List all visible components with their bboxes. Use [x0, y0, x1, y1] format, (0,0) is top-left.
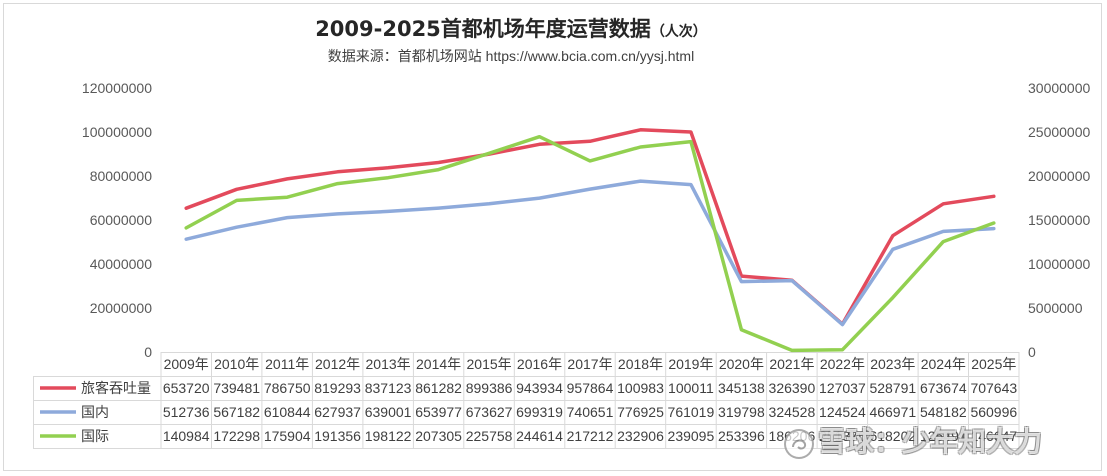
y-right-tick-label: 10000000 [1028, 256, 1091, 272]
table-cell: 324528 [769, 404, 816, 420]
table-cell: 673674 [920, 380, 967, 396]
table-cell: 253396 [718, 428, 765, 444]
table-cell: 244614 [516, 428, 563, 444]
table-cell: 761019 [668, 404, 715, 420]
x-category-label: 2013年 [366, 356, 411, 372]
table-cell: 225758 [466, 428, 513, 444]
table-cell: 653977 [415, 404, 462, 420]
y-left-tick-label: 20000000 [90, 300, 153, 316]
legend-label: 旅客吞吐量 [81, 380, 151, 397]
x-category-label: 2023年 [870, 356, 915, 372]
chart-frame [3, 3, 1102, 471]
table-cell: 739481 [213, 380, 260, 396]
table-cell: 957864 [567, 380, 614, 396]
x-category-label: 2017年 [567, 356, 612, 372]
x-category-label: 2025年 [971, 356, 1016, 372]
y-left-tick-label: 60000000 [90, 212, 153, 228]
chart-title-text: 2009-2025首都机场年度运营数据 [315, 17, 651, 41]
chart-title: 2009-2025首都机场年度运营数据（人次） [0, 15, 1022, 46]
table-cell: 740651 [567, 404, 614, 420]
x-category-label: 2018年 [618, 356, 663, 372]
chart-subtitle: 数据来源：首都机场网站 https://www.bcia.com.cn/yysj… [327, 48, 695, 64]
snowball-swirl-icon [792, 439, 807, 450]
y-left-tick-label: 120000000 [82, 80, 152, 96]
table-cell: 899386 [466, 380, 513, 396]
legend-label: 国际 [81, 429, 109, 445]
y-right-tick-label: 25000000 [1028, 124, 1091, 140]
table-cell: 326390 [769, 380, 816, 396]
table-cell: 232906 [617, 428, 664, 444]
table-cell: 146647 [970, 428, 1017, 444]
x-category-label: 2021年 [769, 356, 814, 372]
y-right-tick-label: 20000000 [1028, 168, 1091, 184]
y-right-tick-label: 15000000 [1028, 212, 1091, 228]
table-cell: 140984 [163, 428, 210, 444]
table-cell: 172298 [213, 428, 260, 444]
table-cell: 610844 [264, 404, 311, 420]
table-cell: 466971 [869, 404, 916, 420]
table-cell: 560996 [970, 404, 1017, 420]
x-category-label: 2010年 [214, 356, 259, 372]
series-line-passenger-throughput [184, 128, 996, 326]
x-category-label: 2014年 [416, 356, 461, 372]
table-cell: 786750 [264, 380, 311, 396]
x-category-label: 2009年 [164, 356, 209, 372]
table-cell: 100983 [617, 380, 664, 396]
snowball-logo-icon [784, 429, 814, 459]
table-cell: 776925 [617, 404, 664, 420]
y-left-tick-label: 100000000 [82, 124, 152, 140]
y-left-tick-label: 40000000 [90, 256, 153, 272]
table-cell: 319798 [718, 404, 765, 420]
legend-label: 国内 [81, 405, 109, 421]
chart-title-unit: （人次） [650, 24, 707, 40]
y-left-tick-label: 80000000 [90, 168, 153, 184]
table-cell: 191356 [314, 428, 361, 444]
table-cell: 512736 [163, 404, 210, 420]
watermark-text: 雪球：少年知大力 [818, 425, 1043, 458]
x-category-label: 2020年 [719, 356, 764, 372]
table-cell: 100011 [668, 380, 714, 396]
table-cell: 653720 [163, 380, 210, 396]
series-line-domestic [184, 179, 996, 327]
x-category-label: 2016年 [517, 356, 562, 372]
table-cell: 699319 [516, 404, 563, 420]
table-cell: 345138 [718, 380, 765, 396]
table-cell: 217212 [567, 428, 614, 444]
table-cell: 548182 [920, 404, 967, 420]
table-cell: 673627 [466, 404, 513, 420]
table-cell: 639001 [365, 404, 412, 420]
table-cell: 125491 [920, 428, 967, 444]
table-cell: 943934 [516, 380, 563, 396]
y-right-tick-label: 0 [1028, 344, 1036, 360]
y-right-tick-label: 30000000 [1028, 80, 1091, 96]
x-category-label: 2022年 [820, 356, 865, 372]
table-cell: 251376 [819, 428, 866, 444]
table-cell: 618202 [869, 428, 916, 444]
x-category-label: 2019年 [668, 356, 713, 372]
x-category-label: 2015年 [467, 356, 512, 372]
table-cell: 124524 [819, 404, 866, 420]
table-cell: 819293 [314, 380, 361, 396]
table-cell: 175904 [264, 428, 311, 444]
table-cell: 707643 [970, 380, 1017, 396]
table-cell: 861282 [415, 380, 462, 396]
x-category-label: 2024年 [921, 356, 966, 372]
series-line-international [184, 134, 996, 353]
table-cell: 567182 [213, 404, 260, 420]
table-cell: 528791 [869, 380, 916, 396]
table-cell: 127037 [819, 380, 866, 396]
table-cell: 627937 [314, 404, 361, 420]
y-right-tick-label: 5000000 [1028, 300, 1083, 316]
y-left-tick-label: 0 [144, 344, 152, 360]
x-category-label: 2011年 [265, 356, 309, 372]
table-cell: 198122 [365, 428, 412, 444]
table-cell: 239095 [668, 428, 715, 444]
table-cell: 207305 [415, 428, 462, 444]
x-category-label: 2012年 [315, 356, 360, 372]
table-cell: 837123 [365, 380, 412, 396]
